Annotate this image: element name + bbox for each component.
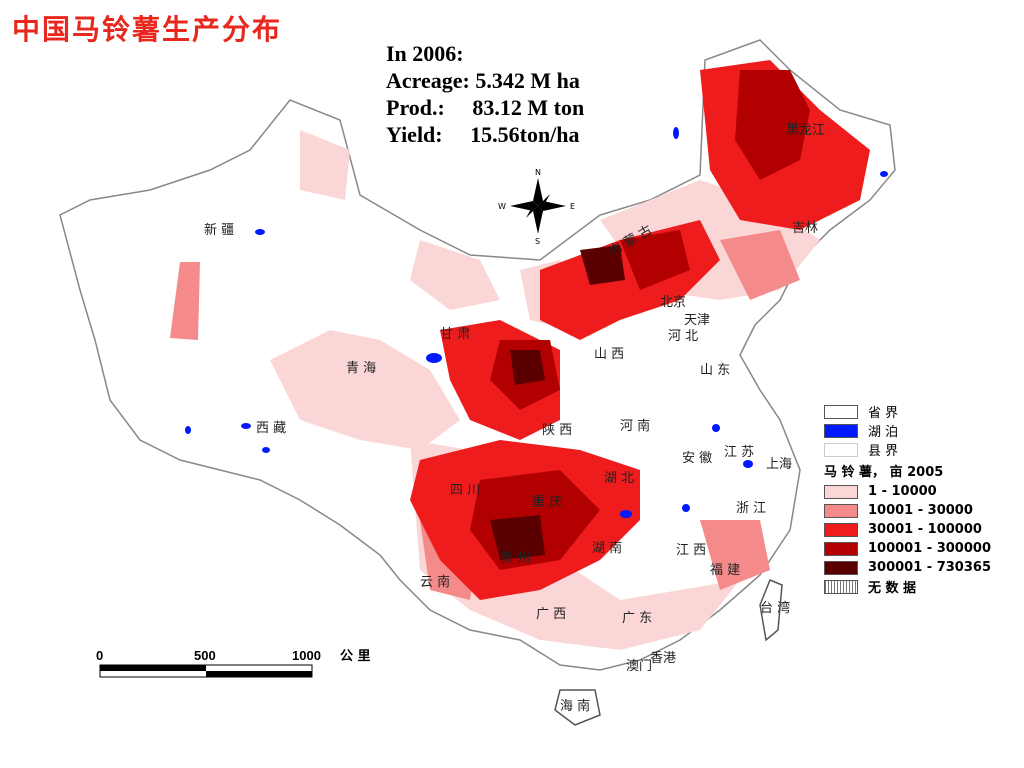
legend-swatch — [824, 442, 858, 457]
label-shandong: 山 东 — [700, 363, 730, 378]
compass-rose-icon: N S E W — [498, 168, 575, 246]
label-jilin: 吉林 — [792, 221, 818, 236]
compass-w: W — [498, 202, 506, 211]
label-anhui: 安 徽 — [682, 451, 712, 466]
legend-swatch — [824, 522, 858, 537]
label-jiangxi: 江 西 — [676, 543, 706, 558]
compass-n: N — [535, 168, 541, 177]
legend-class-5: 300001 - 730365 — [824, 558, 991, 577]
legend-swatch — [824, 503, 858, 518]
legend-label: 100001 - 300000 — [868, 541, 991, 556]
legend-item-lake: 湖 泊 — [824, 421, 991, 440]
scale-bar-graphic: 0 500 1000 公 里 — [96, 648, 371, 678]
legend-swatch — [824, 541, 858, 556]
taiwan-island — [759, 579, 783, 642]
legend-label: 县 界 — [868, 444, 899, 459]
scale-bar: 0 500 1000 公 里 — [96, 648, 386, 685]
legend-label: 省 界 — [868, 406, 899, 421]
legend-class-nodata: 无 数 据 — [824, 577, 991, 596]
legend-swatch — [824, 404, 858, 419]
legend-swatch — [824, 423, 858, 438]
label-guizhou: 贵 州 — [500, 551, 530, 566]
label-tianjin: 天津 — [684, 313, 710, 328]
legend-item-province: 省 界 — [824, 402, 991, 421]
scale-tick-1000: 1000 — [292, 648, 321, 663]
label-macau: 澳门 — [626, 658, 652, 674]
legend-item-county: 县 界 — [824, 440, 991, 459]
legend-class-2: 10001 - 30000 — [824, 501, 991, 520]
label-qinghai: 青 海 — [346, 361, 376, 376]
legend-label: 30001 - 100000 — [868, 522, 982, 537]
label-fujian: 福 建 — [710, 563, 740, 578]
legend-label: 1 - 10000 — [868, 484, 937, 499]
region-class1-b — [300, 130, 500, 310]
scale-tick-0: 0 — [96, 648, 103, 663]
label-yunnan: 云 南 — [420, 574, 450, 590]
legend-class-3: 30001 - 100000 — [824, 520, 991, 539]
stats-production: Prod.: 83.12 M ton — [386, 95, 585, 120]
label-heilongjiang: 黑龙江 — [786, 123, 825, 138]
map-title: 中国马铃薯生产分布 — [12, 13, 283, 46]
stats-year: In 2006: — [386, 41, 464, 66]
scale-unit: 公 里 — [340, 649, 371, 664]
label-hongkong: 香港 — [650, 651, 676, 666]
legend-swatch-hatch — [824, 579, 858, 594]
legend-label: 湖 泊 — [868, 425, 899, 440]
legend-swatch — [824, 560, 858, 575]
scale-tick-500: 500 — [194, 648, 216, 663]
label-jiangsu: 江 苏 — [724, 444, 754, 460]
region-class2 — [170, 230, 800, 600]
label-shanxi: 山 西 — [594, 347, 624, 362]
stats-yield: Yield: 15.56ton/ha — [386, 122, 580, 147]
label-sichuan: 四 川 — [450, 483, 480, 498]
legend-label: 无 数 据 — [868, 581, 917, 596]
label-beijing: 北京 — [660, 295, 686, 310]
label-chongqing: 重 庆 — [532, 494, 562, 510]
legend-swatch — [824, 484, 858, 499]
label-taiwan: 台 湾 — [760, 600, 790, 616]
compass-s: S — [535, 237, 540, 246]
production-stats: In 2006: Acreage: 5.342 M ha Prod.: 83.1… — [386, 40, 584, 148]
label-hunan: 湖 南 — [592, 540, 622, 556]
label-guangxi: 广 西 — [536, 607, 566, 622]
label-hebei: 河 北 — [668, 329, 698, 344]
label-henan: 河 南 — [620, 418, 650, 434]
label-xinjiang: 新 疆 — [204, 222, 234, 238]
legend-label: 300001 - 730365 — [868, 560, 991, 575]
label-shanghai: 上海 — [766, 457, 792, 472]
label-guangdong: 广 东 — [622, 611, 652, 626]
label-zhejiang: 浙 江 — [736, 501, 766, 516]
legend-class-title: 马 铃 薯， 亩 2005 — [824, 465, 944, 480]
label-xizang: 西 藏 — [256, 421, 286, 436]
label-shaanxi: 陕 西 — [542, 423, 572, 438]
compass-e: E — [570, 202, 575, 211]
lakes — [185, 127, 888, 518]
legend-class-1: 1 - 10000 — [824, 482, 991, 501]
label-gansu: 甘 肃 — [440, 327, 470, 342]
region-class5 — [490, 245, 625, 560]
legend-class-4: 100001 - 300000 — [824, 539, 991, 558]
map-legend: 省 界 湖 泊 县 界 马 铃 薯， 亩 2005 1 - 10000 1000… — [824, 402, 991, 596]
stats-acreage: Acreage: 5.342 M ha — [386, 68, 580, 93]
region-class3 — [410, 60, 870, 600]
legend-label: 10001 - 30000 — [868, 503, 973, 518]
hainan-island — [554, 689, 601, 726]
label-hubei: 湖 北 — [604, 471, 634, 486]
label-hainan: 海 南 — [560, 698, 590, 714]
